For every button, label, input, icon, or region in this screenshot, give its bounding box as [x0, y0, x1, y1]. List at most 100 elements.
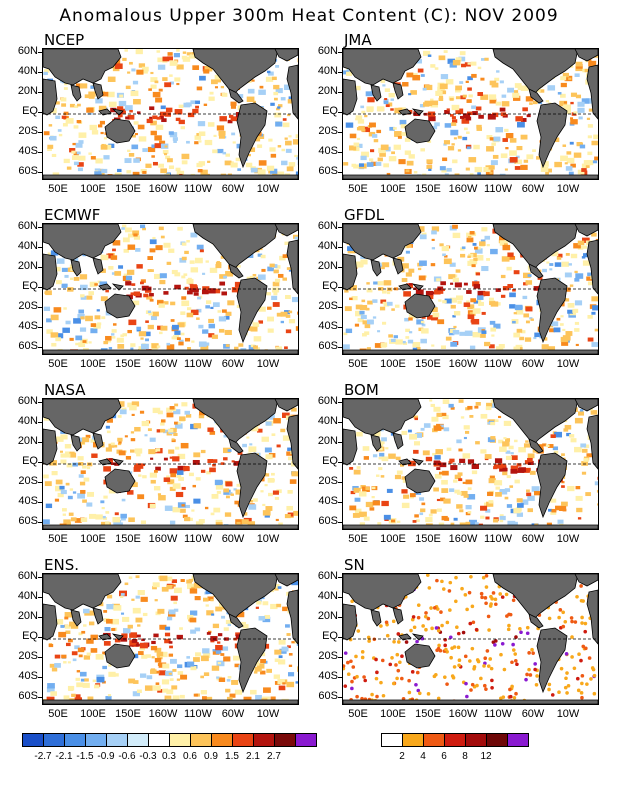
land-mass	[111, 633, 124, 641]
land-mass	[98, 283, 112, 291]
land-mass	[586, 64, 598, 120]
heat-content-field	[43, 49, 298, 179]
land-mass	[43, 224, 122, 261]
land-mass	[236, 627, 268, 694]
land-mass	[404, 118, 436, 144]
colorbar-swatch	[275, 734, 296, 746]
land-mass	[343, 49, 422, 86]
colorbar-swatch	[382, 734, 403, 746]
colorbar-swatch	[508, 734, 528, 746]
lon-tick-label: 110W	[184, 708, 212, 720]
lat-tick-label: 20N	[317, 610, 338, 622]
lat-tick	[38, 502, 42, 503]
land-mass	[274, 574, 298, 587]
land-mass	[274, 49, 298, 62]
colorbar-tick-label: -0.3	[139, 751, 157, 762]
lon-tick-label: 60W	[521, 533, 545, 545]
lat-tick	[338, 482, 342, 483]
land-mass	[528, 613, 544, 629]
panel-title: NCEP	[44, 31, 85, 49]
ocean-map	[342, 398, 599, 530]
lon-tick-label: 50E	[48, 183, 68, 195]
land-mass	[343, 399, 422, 436]
land-mass	[536, 277, 568, 344]
lon-tick-label: 160W	[148, 708, 178, 720]
lat-tick-label: 40S	[318, 670, 338, 682]
lat-tick	[338, 657, 342, 658]
lon-tick-label: 110W	[184, 533, 212, 545]
land-mass	[104, 118, 136, 144]
lat-tick	[38, 327, 42, 328]
land-mass	[192, 574, 279, 621]
lat-tick	[338, 422, 342, 423]
lon-tick-label: 160W	[148, 358, 178, 370]
colorbar-swatch	[23, 734, 44, 746]
lat-tick-label: 40S	[318, 145, 338, 157]
lon-tick-label: 60W	[221, 533, 245, 545]
lat-tick	[338, 462, 342, 463]
land-mass	[343, 428, 358, 466]
lon-tick-label: 60W	[521, 708, 545, 720]
lon-tick-label: 160W	[448, 358, 478, 370]
lat-tick	[338, 112, 342, 113]
lon-tick-label: 100E	[380, 533, 406, 545]
land-mass	[404, 643, 436, 669]
land-mass	[586, 239, 598, 295]
lat-tick-label: 40N	[17, 65, 38, 77]
colorbar-swatch	[149, 734, 170, 746]
land-mass	[43, 399, 122, 436]
lon-tick-label: 60W	[521, 358, 545, 370]
land-mass	[574, 224, 598, 237]
lat-tick-label: EQ	[22, 280, 38, 292]
lon-tick-label: 110W	[484, 533, 512, 545]
land-mass	[536, 452, 568, 519]
lat-tick-label: 60S	[18, 340, 38, 352]
lat-tick	[338, 227, 342, 228]
lat-tick	[38, 677, 42, 678]
lat-tick	[38, 72, 42, 73]
land-mass	[236, 102, 268, 169]
lat-tick-label: 40N	[317, 415, 338, 427]
lat-tick	[38, 637, 42, 638]
colorbar-swatch	[487, 734, 508, 746]
land-mass	[43, 574, 122, 611]
land-mass	[43, 699, 298, 704]
lat-tick	[338, 347, 342, 348]
lon-tick-label: 160W	[148, 533, 178, 545]
lon-tick-label: 60W	[521, 183, 545, 195]
land-mass	[411, 283, 424, 291]
lon-tick-label: 10W	[256, 708, 280, 720]
lat-tick	[338, 327, 342, 328]
lat-tick-label: 20S	[18, 125, 38, 137]
lon-tick-label: 150E	[115, 183, 141, 195]
lon-tick-label: 10W	[256, 358, 280, 370]
land-mass	[574, 49, 598, 62]
lat-tick-label: 40S	[318, 495, 338, 507]
lon-tick-label: 60W	[221, 183, 245, 195]
ocean-map	[42, 573, 299, 705]
lat-tick	[38, 422, 42, 423]
land-mass	[370, 84, 382, 102]
lat-tick-label: 20N	[317, 435, 338, 447]
colorbar-tick-label: 12	[480, 751, 492, 762]
colorbar-swatch	[128, 734, 149, 746]
lat-tick	[338, 152, 342, 153]
lat-tick	[338, 267, 342, 268]
lon-tick-label: 50E	[348, 358, 368, 370]
ocean-map	[342, 223, 599, 355]
lat-tick	[338, 577, 342, 578]
colorbar-tick-label: 1.5	[225, 751, 239, 762]
land-mass	[274, 224, 298, 237]
lat-tick-label: 40N	[317, 590, 338, 602]
lon-tick-label: 150E	[115, 533, 141, 545]
land-mass	[228, 438, 244, 454]
land-mass	[411, 458, 424, 466]
lat-tick	[38, 92, 42, 93]
lat-tick	[38, 152, 42, 153]
lat-tick-label: 40N	[317, 240, 338, 252]
lat-tick-label: 20N	[17, 260, 38, 272]
lat-tick	[38, 227, 42, 228]
panel-title: GFDL	[344, 206, 385, 224]
colorbar-tick-label: 8	[462, 751, 468, 762]
land-mass	[286, 64, 298, 120]
